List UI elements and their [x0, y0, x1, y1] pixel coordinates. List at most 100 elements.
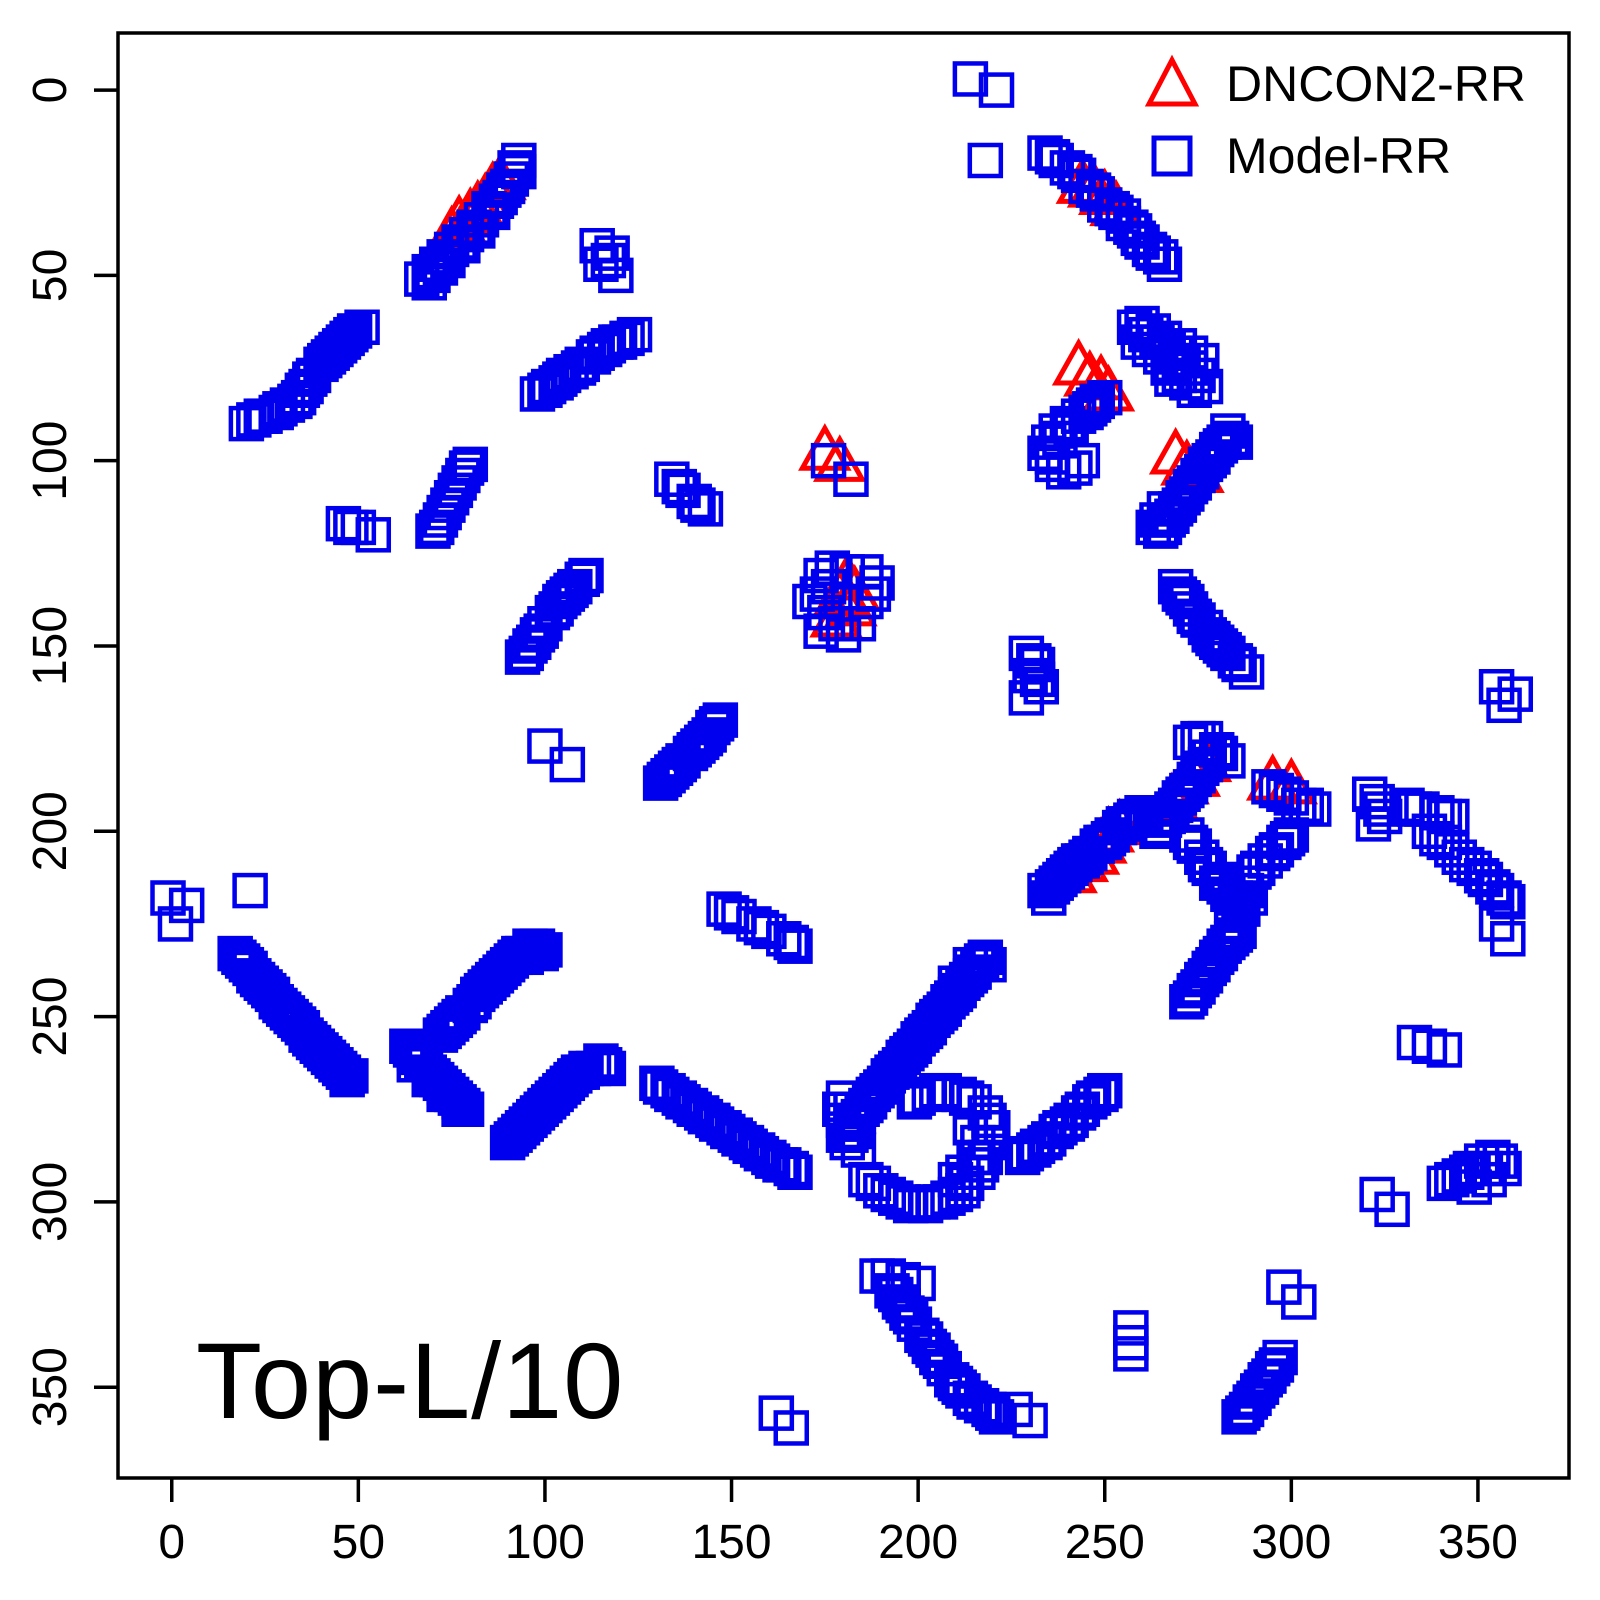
model-rr-point — [1187, 368, 1224, 405]
model-rr-point — [933, 1362, 970, 1398]
model-rr-point — [1124, 305, 1160, 342]
model-rr-point — [1471, 1161, 1507, 1198]
model-rr-point — [1064, 843, 1101, 879]
model-rr-point — [971, 1391, 1007, 1428]
model-rr-point — [1113, 209, 1149, 245]
model-rr-point — [978, 1399, 1015, 1435]
x-tick-label: 50 — [332, 1516, 385, 1569]
model-rr-point — [1075, 387, 1112, 423]
axis-ticks-layer: 0 50 100 150 200 250 300 350 0 50 100 150 200 250 300 3… — [24, 77, 1518, 1569]
model-rr-point — [1053, 1102, 1089, 1139]
model-rr-point — [1210, 413, 1246, 449]
model-rr-point — [975, 1395, 1011, 1431]
model-rr-point — [1086, 379, 1123, 416]
model-rr-point — [314, 335, 350, 371]
model-rr-point — [1210, 743, 1246, 779]
model-rr-point — [1217, 424, 1254, 460]
model-rr-point — [1210, 924, 1246, 961]
model-rr-point — [829, 554, 865, 590]
model-rr-point — [777, 1154, 813, 1190]
model-rr-point — [1042, 861, 1078, 898]
model-rr-point — [1273, 817, 1310, 853]
model-rr-point — [448, 450, 485, 486]
model-rr-point — [833, 1106, 869, 1142]
model-rr-point — [919, 1072, 955, 1109]
model-rr-point — [971, 1102, 1007, 1139]
model-rr-point — [698, 706, 735, 742]
model-rr-point — [1064, 1091, 1101, 1127]
model-rr-point — [1490, 921, 1526, 957]
model-rr-point — [1217, 917, 1254, 953]
dncon2-rr-point — [1051, 337, 1106, 386]
model-rr-point — [321, 1050, 358, 1087]
model-rr-point — [1497, 676, 1534, 712]
model-rr-point — [855, 576, 892, 612]
model-rr-point — [945, 1373, 981, 1409]
model-rr-point — [437, 1080, 474, 1116]
model-rr-point — [1187, 846, 1224, 883]
model-rr-point — [594, 235, 630, 271]
model-rr-point — [1012, 1402, 1048, 1439]
model-rr-point — [168, 887, 205, 924]
model-rr-point — [452, 446, 489, 483]
y-tick-label: 350 — [24, 1347, 77, 1427]
model-rr-point — [1221, 1399, 1257, 1435]
model-rr-point — [515, 1098, 552, 1135]
model-rr-point — [1482, 1143, 1519, 1179]
model-rr-point — [284, 372, 321, 409]
model-rr-point — [1463, 858, 1500, 894]
model-rr-point — [262, 391, 298, 427]
model-rr-point — [803, 557, 839, 594]
x-tick-label: 350 — [1438, 1516, 1518, 1569]
model-rr-point — [1221, 646, 1257, 683]
model-rr-point — [590, 242, 627, 279]
model-rr-point — [691, 717, 727, 753]
model-rr-point — [1146, 491, 1183, 527]
model-rr-point — [1366, 798, 1403, 835]
model-rr-point — [773, 924, 810, 961]
model-rr-point — [564, 561, 601, 598]
subset-annotation: Top-L/10 — [196, 1320, 625, 1441]
data-points-layer — [150, 61, 1534, 1446]
model-rr-point — [243, 398, 280, 434]
model-rr-point — [1273, 780, 1310, 816]
model-rr-point — [773, 1410, 810, 1446]
model-rr-point — [1031, 880, 1067, 916]
model-rr-point — [1206, 869, 1242, 905]
model-rr-point — [1053, 850, 1089, 887]
legend-label-model: Model-RR — [1226, 128, 1452, 184]
model-rr-point — [1281, 1284, 1317, 1320]
model-rr-point — [557, 568, 593, 605]
triangle-marker-icon — [1144, 54, 1200, 107]
model-rr-point — [1131, 231, 1168, 268]
y-tick-label: 50 — [24, 249, 77, 302]
model-rr-point — [1478, 669, 1515, 705]
model-rr-point — [482, 179, 518, 216]
model-rr-point — [508, 939, 545, 976]
plot-border — [116, 31, 1571, 1480]
model-rr-point — [549, 746, 586, 783]
model-rr-point — [545, 1069, 582, 1105]
y-tick-label: 150 — [24, 606, 77, 686]
model-rr-point — [1266, 824, 1302, 861]
model-rr-point — [1486, 880, 1522, 916]
model-rr-point — [654, 754, 690, 790]
model-rr-point — [766, 921, 802, 957]
model-rr-point — [885, 1287, 921, 1324]
model-rr-point — [1355, 806, 1392, 842]
model-rr-point — [848, 583, 884, 620]
model-rr-point — [945, 1154, 981, 1190]
model-rr-point — [1094, 190, 1130, 227]
model-rr-point — [478, 958, 515, 994]
model-rr-point — [579, 335, 615, 371]
model-rr-point — [1113, 802, 1149, 838]
model-rr-point — [1247, 843, 1283, 879]
legend-label-dncon2: DNCON2-RR — [1226, 56, 1526, 112]
model-rr-point — [1448, 1154, 1485, 1190]
y-tick-label: 300 — [24, 1162, 77, 1242]
model-rr-point — [545, 580, 582, 616]
model-rr-point — [1019, 661, 1056, 698]
model-rr-point — [1008, 635, 1045, 672]
model-rr-point — [967, 142, 1004, 179]
